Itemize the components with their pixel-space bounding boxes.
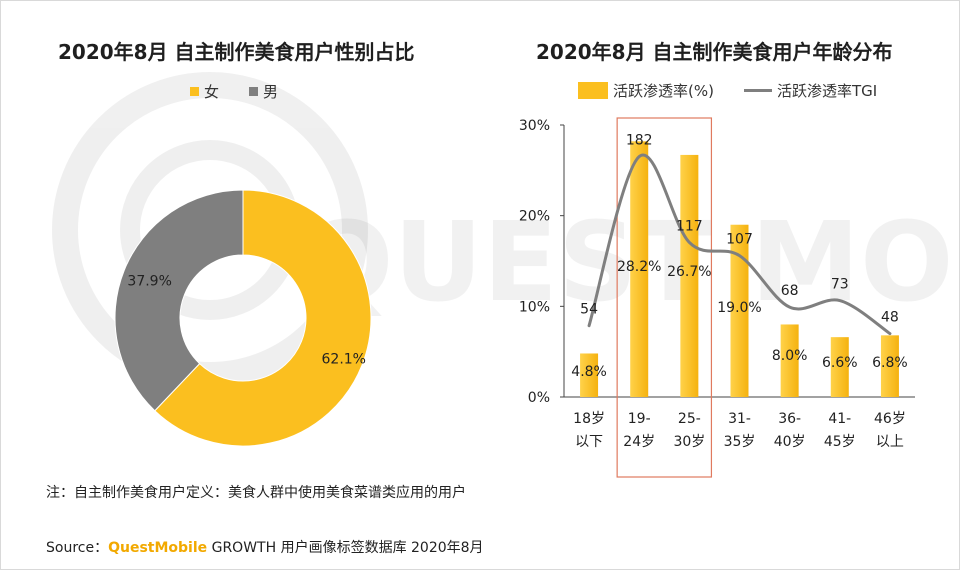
x-tick-label: 36-: [778, 411, 801, 427]
donut-label-female: 62.1%: [322, 351, 366, 367]
legend-swatch-male: [249, 87, 259, 96]
bar: [780, 324, 799, 397]
x-tick-label: 30岁: [673, 434, 705, 450]
x-tick-label: 以上: [876, 434, 904, 450]
bar-value-label: 28.2%: [617, 259, 661, 275]
legend-item-female: 女: [190, 81, 219, 102]
source-suffix: GROWTH 用户画像标签数据库 2020年8月: [207, 540, 484, 556]
tgi-value-label: 68: [781, 283, 799, 299]
bar-legend: 活跃渗透率(%) 活跃渗透率TGI: [578, 80, 907, 101]
x-tick-label: 31-: [728, 411, 751, 427]
donut-slice-female: [154, 189, 372, 447]
legend-swatch-bar: [578, 82, 608, 99]
x-tick-label: 46岁: [874, 411, 906, 427]
x-tick-label: 25-: [678, 411, 701, 427]
x-tick-label: 以下: [575, 434, 603, 450]
legend-swatch-line: [743, 89, 772, 92]
source-brand: QuestMobile: [108, 540, 208, 556]
x-tick-label: 41-: [828, 411, 851, 427]
x-tick-label: 18岁: [573, 411, 605, 427]
x-tick-label: 40岁: [774, 434, 806, 450]
tgi-value-label: 182: [626, 133, 653, 149]
tgi-value-label: 73: [831, 277, 849, 293]
y-tick-label: 30%: [519, 118, 550, 134]
donut-slice-male: [114, 189, 244, 412]
tgi-value-label: 117: [676, 218, 703, 234]
pie-chart-title: 2020年8月 自主制作美食用户性别占比: [58, 40, 415, 64]
legend-item-line: 活跃渗透率TGI: [743, 80, 878, 101]
bar-value-label: 6.6%: [822, 355, 858, 371]
source-prefix: Source：: [46, 540, 109, 556]
legend-label-male: 男: [263, 83, 279, 101]
y-tick-label: 20%: [519, 209, 550, 225]
bar: [880, 335, 899, 397]
x-tick-label: 19-: [628, 411, 651, 427]
legend-swatch-female: [190, 87, 199, 96]
bar: [830, 337, 849, 397]
legend-item-bar: 活跃渗透率(%): [578, 80, 714, 101]
highlight-box: [616, 117, 713, 478]
tgi-value-label: 107: [726, 232, 753, 248]
legend-label-bar: 活跃渗透率(%): [613, 82, 714, 100]
footnote: 注：自主制作美食用户定义：美食人群中使用美食菜谱类应用的用户: [46, 485, 466, 501]
bar-value-label: 4.8%: [571, 364, 607, 380]
legend-label-line: 活跃渗透率TGI: [776, 82, 878, 100]
source-line: Source：QuestMobile GROWTH 用户画像标签数据库 2020…: [46, 537, 484, 557]
tgi-value-label: 48: [881, 310, 899, 326]
bar-value-label: 6.8%: [872, 355, 908, 371]
y-tick-label: 10%: [519, 299, 550, 315]
tgi-value-label: 54: [580, 302, 598, 318]
bar: [580, 353, 599, 397]
x-tick-label: 24岁: [623, 434, 655, 450]
x-tick-label: 45岁: [824, 434, 856, 450]
tgi-line: [587, 153, 892, 336]
y-tick-label: 0%: [528, 390, 550, 406]
bar-chart-title: 2020年8月 自主制作美食用户年龄分布: [536, 40, 893, 64]
bar: [680, 154, 699, 397]
bar-value-label: 19.0%: [717, 300, 761, 316]
donut-label-male: 37.9%: [127, 274, 171, 290]
x-tick-label: 35岁: [724, 434, 756, 450]
bar: [630, 141, 649, 397]
bar-value-label: 26.7%: [667, 264, 711, 280]
bar: [730, 224, 749, 397]
legend-item-male: 男: [249, 81, 278, 102]
bar-value-label: 8.0%: [772, 348, 808, 364]
legend-label-female: 女: [204, 83, 220, 101]
pie-legend: 女 男: [190, 81, 308, 102]
